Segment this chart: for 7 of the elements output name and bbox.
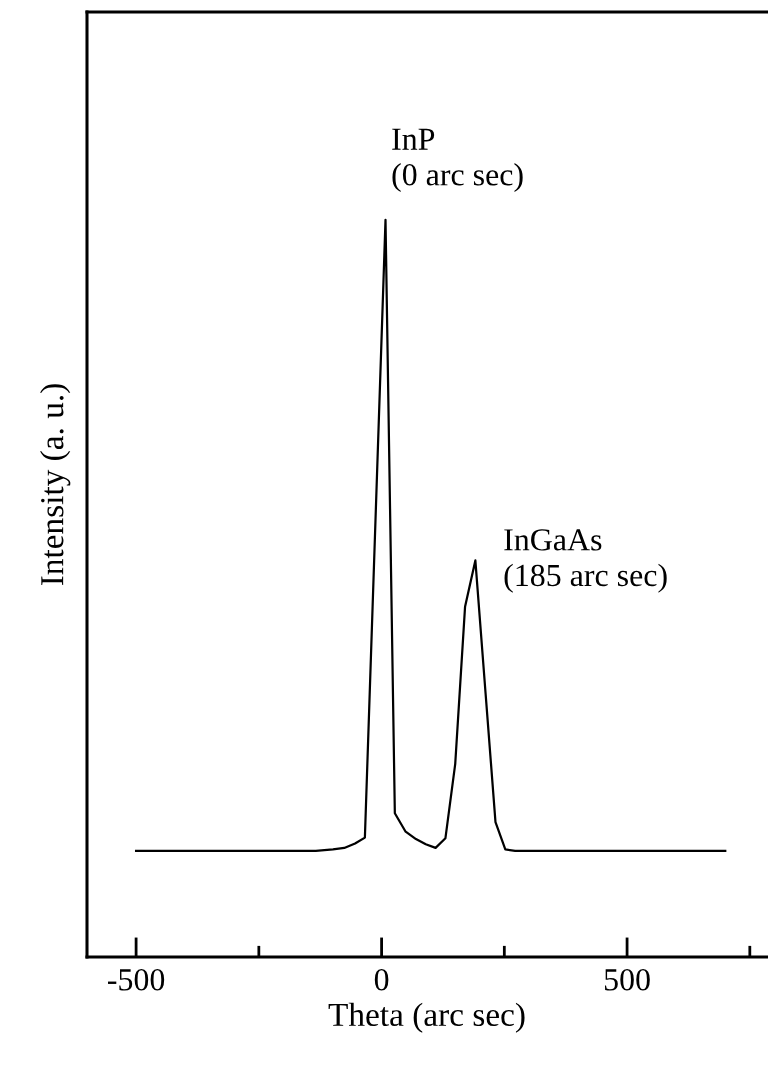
x-tick-label: 500 <box>604 969 650 991</box>
annotation: InP (0 arc sec) <box>392 128 523 193</box>
x-axis-title: Theta (arc sec) <box>328 1002 525 1033</box>
annotation: InGaAs (185 arc sec) <box>504 529 667 593</box>
y-axis-title: Intensity (a. u.) <box>40 384 71 586</box>
x-tick-label: -500 <box>108 969 165 991</box>
x-tick-label: 0 <box>374 969 389 991</box>
